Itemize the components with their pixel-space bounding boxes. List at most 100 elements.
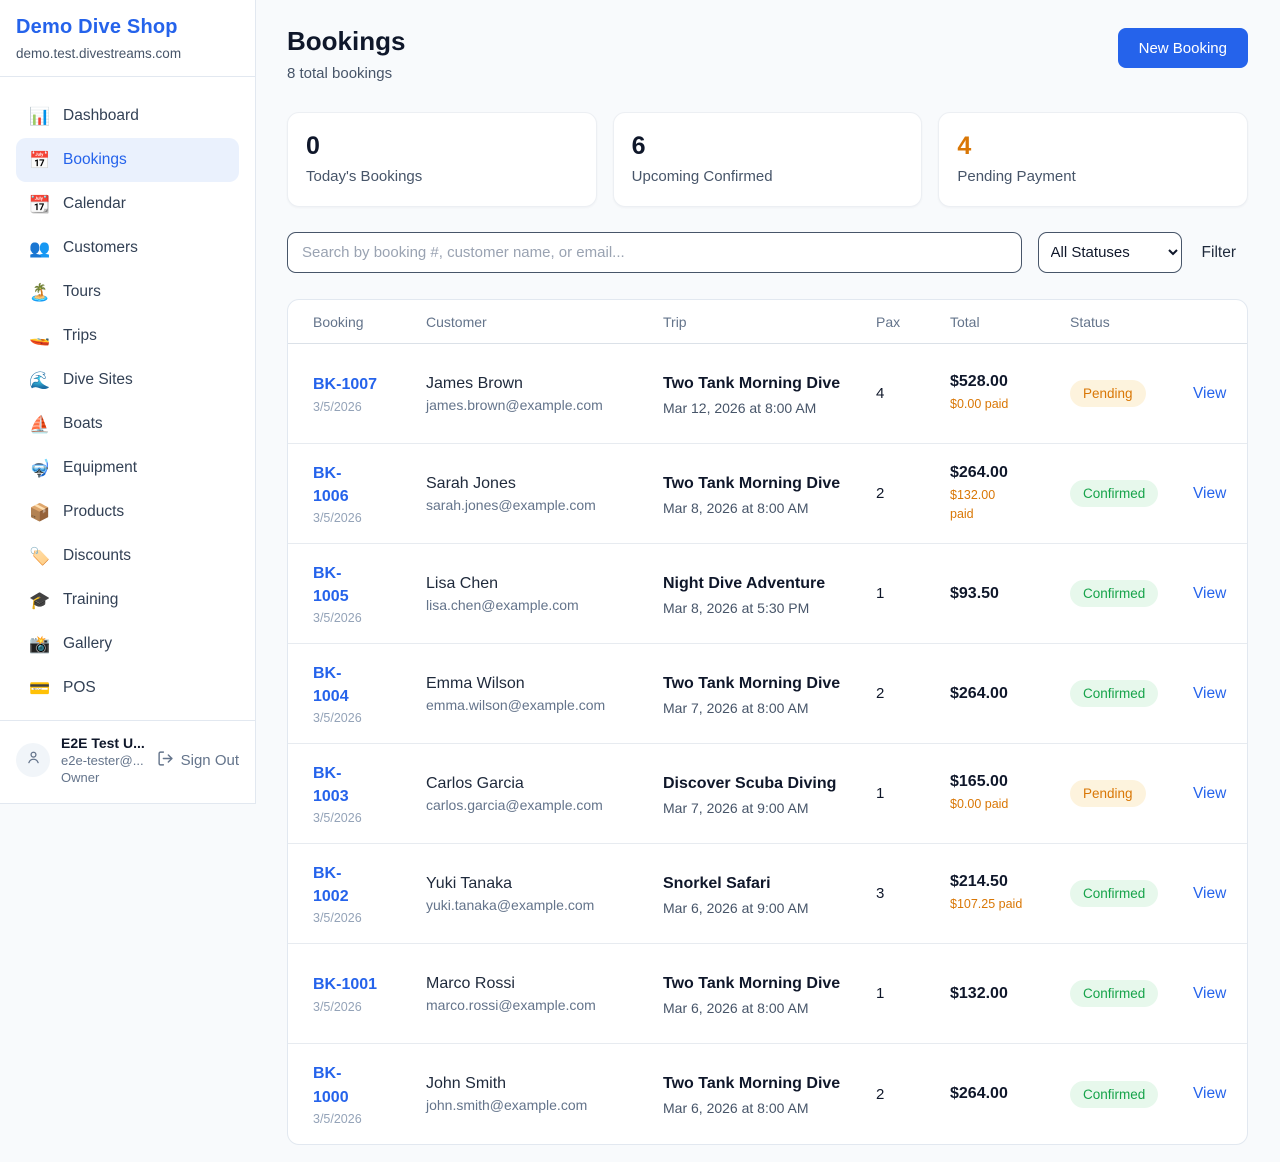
stat-value: 4 — [957, 132, 972, 160]
search-input[interactable] — [287, 232, 1022, 273]
view-link[interactable]: View — [1193, 1085, 1227, 1102]
booking-date: 3/5/2026 — [313, 711, 362, 726]
table-row: BK- 1003 3/5/2026 Carlos Garcia carlos.g… — [288, 744, 1247, 844]
customer-cell: James Brown james.brown@example.com — [426, 375, 663, 413]
trip-datetime: Mar 6, 2026 at 8:00 AM — [663, 999, 809, 1016]
sidebar-item-products[interactable]: 📦 Products — [29, 502, 125, 522]
sign-out-button[interactable]: Sign Out — [157, 750, 239, 771]
booking-cell: BK-1001 3/5/2026 — [313, 973, 426, 1013]
camera-icon: 📸 — [29, 634, 51, 654]
trip-name: Discover Scuba Diving — [663, 774, 837, 792]
column-header-trip: Trip — [663, 313, 687, 330]
sidebar-item-tours[interactable]: 🏝️ Tours — [29, 282, 101, 302]
booking-id-link[interactable]: BK- 1002 — [313, 864, 349, 905]
pax-cell: 1 — [876, 985, 885, 1002]
sidebar-item-trips[interactable]: 🚤 Trips — [29, 326, 97, 346]
stat-cards: 0 Today's Bookings 6 Upcoming Confirmed … — [287, 112, 1249, 207]
customer-cell: John Smith john.smith@example.com — [426, 1075, 663, 1113]
total-cell: $165.00 $0.00 paid — [950, 773, 1070, 814]
booking-cell: BK- 1000 3/5/2026 — [313, 1062, 426, 1125]
view-link[interactable]: View — [1193, 384, 1227, 402]
customer-name: Carlos Garcia — [426, 774, 524, 792]
sidebar-item-training[interactable]: 🎓 Training — [29, 590, 119, 610]
sidebar-item-bookings[interactable]: 📅 Bookings — [16, 138, 239, 182]
pax-cell: 3 — [876, 885, 885, 902]
status-select[interactable]: All Statuses — [1037, 232, 1182, 273]
diving-mask-icon: 🤿 — [29, 458, 51, 478]
booking-cell: BK-1007 3/5/2026 — [313, 373, 426, 413]
booking-id-link[interactable]: BK-1007 — [313, 376, 378, 394]
view-link[interactable]: View — [1193, 484, 1227, 502]
status-badge: Confirmed — [1070, 680, 1159, 707]
table-row: BK- 1006 3/5/2026 Sarah Jones sarah.jone… — [288, 444, 1247, 544]
column-header-customer: Customer — [426, 313, 487, 330]
sidebar-item-gallery[interactable]: 📸 Gallery — [29, 634, 113, 654]
booking-id-link[interactable]: BK- 1004 — [313, 664, 349, 705]
status-badge: Pending — [1070, 380, 1146, 407]
column-header-booking: Booking — [313, 313, 364, 330]
total-cell: $264.00 $132.00 paid — [950, 464, 1070, 524]
booking-date: 3/5/2026 — [313, 399, 362, 414]
sidebar-item-equipment[interactable]: 🤿 Equipment — [29, 458, 138, 478]
booking-date: 3/5/2026 — [313, 911, 362, 926]
booking-date: 3/5/2026 — [313, 611, 362, 626]
booking-id-link[interactable]: BK- 1000 — [313, 1065, 349, 1106]
booking-cell: BK- 1004 3/5/2026 — [313, 662, 426, 725]
sidebar-item-pos[interactable]: 💳 POS — [29, 678, 96, 698]
booking-cell: BK- 1005 3/5/2026 — [313, 562, 426, 625]
booking-date: 3/5/2026 — [313, 811, 362, 826]
sidebar-item-customers[interactable]: 👥 Customers — [29, 238, 138, 258]
status-cell: Confirmed — [1070, 880, 1193, 907]
booking-cell: BK- 1006 3/5/2026 — [313, 462, 426, 525]
customer-email: sarah.jones@example.com — [426, 496, 596, 513]
customer-name: Emma Wilson — [426, 674, 525, 692]
status-cell: Confirmed — [1070, 480, 1193, 507]
status-badge: Confirmed — [1070, 480, 1159, 507]
status-badge: Confirmed — [1070, 1080, 1159, 1108]
actions-cell: View — [1193, 485, 1226, 503]
bookings-table: Booking Customer Trip Pax Total Status B… — [287, 299, 1248, 1145]
booking-id-link[interactable]: BK-1001 — [313, 976, 378, 994]
filter-button[interactable]: Filter — [1198, 244, 1248, 262]
view-link[interactable]: View — [1193, 784, 1227, 802]
trip-datetime: Mar 7, 2026 at 9:00 AM — [663, 799, 809, 816]
people-icon: 👥 — [29, 238, 51, 258]
sidebar-item-discounts[interactable]: 🏷️ Discounts — [29, 546, 132, 566]
booking-id-link[interactable]: BK- 1006 — [313, 464, 349, 505]
paid-amount: $107.25 paid — [950, 897, 1023, 912]
view-link[interactable]: View — [1193, 584, 1227, 602]
new-booking-button[interactable]: New Booking — [1117, 28, 1248, 68]
table-header-row: Booking Customer Trip Pax Total Status — [288, 300, 1247, 344]
total-cell: $93.50 — [950, 585, 1070, 603]
trip-datetime: Mar 6, 2026 at 8:00 AM — [663, 1100, 809, 1116]
booking-date: 3/5/2026 — [313, 511, 362, 526]
user-role: Owner — [61, 770, 100, 785]
stat-card-todays-bookings: 0 Today's Bookings — [287, 112, 597, 207]
paid-amount: $0.00 paid — [950, 397, 1009, 412]
booking-id-link[interactable]: BK- 1003 — [313, 764, 349, 805]
table-row: BK-1001 3/5/2026 Marco Rossi marco.rossi… — [288, 944, 1247, 1044]
trip-datetime: Mar 12, 2026 at 8:00 AM — [663, 399, 817, 416]
customer-email: marco.rossi@example.com — [426, 996, 596, 1013]
view-link[interactable]: View — [1193, 984, 1227, 1002]
view-link[interactable]: View — [1193, 884, 1227, 902]
wave-icon: 🌊 — [29, 370, 51, 390]
total-amount: $132.00 — [950, 984, 1008, 1002]
booking-id-link[interactable]: BK- 1005 — [313, 564, 349, 605]
trip-name: Two Tank Morning Dive — [663, 674, 841, 692]
total-cell: $264.00 — [950, 1085, 1070, 1103]
view-link[interactable]: View — [1193, 684, 1227, 702]
status-badge: Pending — [1070, 780, 1146, 807]
sidebar-item-calendar[interactable]: 📆 Calendar — [29, 194, 126, 214]
sidebar-item-dive-sites[interactable]: 🌊 Dive Sites — [29, 370, 133, 390]
trip-cell: Discover Scuba Diving Mar 7, 2026 at 9:0… — [663, 772, 876, 816]
trip-datetime: Mar 7, 2026 at 8:00 AM — [663, 699, 809, 716]
status-badge: Confirmed — [1070, 880, 1159, 907]
actions-cell: View — [1193, 1085, 1226, 1103]
stat-label: Today's Bookings — [306, 168, 423, 185]
booking-cell: BK- 1003 3/5/2026 — [313, 762, 426, 825]
sidebar-item-dashboard[interactable]: 📊 Dashboard — [29, 106, 139, 126]
sidebar-item-boats[interactable]: ⛵ Boats — [29, 414, 103, 434]
actions-cell: View — [1193, 985, 1226, 1003]
customer-email: emma.wilson@example.com — [426, 696, 606, 713]
